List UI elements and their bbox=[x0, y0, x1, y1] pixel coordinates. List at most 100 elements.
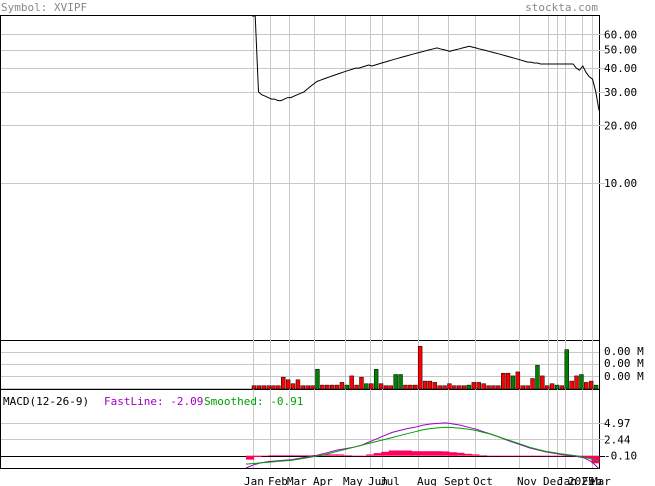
x-axis-label: Mar bbox=[287, 475, 307, 486]
volume-bar bbox=[329, 384, 335, 390]
volume-bar bbox=[281, 376, 286, 390]
macd-histogram-bar bbox=[321, 454, 330, 456]
x-axis-label: Dec bbox=[543, 475, 563, 486]
volume-bar bbox=[417, 346, 423, 390]
volume-bar bbox=[437, 385, 442, 390]
x-axis-label: Feb bbox=[582, 475, 602, 486]
macd-histogram-bar bbox=[291, 455, 300, 456]
macd-histogram-bar bbox=[268, 455, 277, 456]
x-axis-label: May bbox=[343, 475, 363, 486]
x-axis-label: Mar bbox=[591, 475, 611, 486]
volume-bar bbox=[447, 383, 452, 390]
volume-bar bbox=[251, 385, 257, 390]
volume-bar bbox=[383, 385, 389, 390]
price-tick-label: 30.00 bbox=[604, 86, 637, 99]
price-panel-frame bbox=[0, 15, 600, 341]
volume-bar bbox=[559, 385, 565, 390]
macd-histogram-bar bbox=[306, 455, 315, 456]
macd-histogram-bar bbox=[486, 455, 495, 457]
macd-histogram-bar bbox=[328, 454, 337, 456]
month-grid-lines bbox=[253, 16, 593, 468]
volume-bar bbox=[588, 380, 594, 390]
macd-histogram-bar bbox=[283, 455, 292, 456]
site-name: stockta.com bbox=[525, 1, 598, 14]
volume-bar bbox=[266, 385, 271, 390]
macd-histogram-bar bbox=[553, 455, 562, 457]
x-axis-label: Jan bbox=[244, 475, 264, 486]
price-tick-label: 50.00 bbox=[604, 44, 637, 57]
volume-bar bbox=[305, 385, 310, 390]
volume-bar bbox=[535, 365, 540, 390]
volume-bar bbox=[413, 384, 418, 390]
volume-bar bbox=[398, 374, 403, 390]
macd-panel-frame bbox=[0, 389, 600, 469]
volume-bar bbox=[427, 380, 433, 390]
price-series-line bbox=[252, 15, 600, 111]
macd-histogram-bar bbox=[418, 451, 427, 456]
volume-bar bbox=[369, 383, 374, 390]
macd-grid-lines bbox=[1, 423, 605, 457]
x-axis-labels: Jan Feb Mar Apr May Jun Jul Aug Sept Oct… bbox=[244, 475, 611, 486]
macd-histogram-bar bbox=[336, 454, 345, 456]
symbol-label: Symbol: XVIPF bbox=[1, 1, 87, 14]
x-axis-label: Aug bbox=[417, 475, 437, 486]
macd-histogram-bar bbox=[448, 452, 457, 456]
volume-bar bbox=[476, 382, 481, 390]
volume-bar bbox=[378, 383, 384, 390]
volume-bar bbox=[457, 385, 462, 390]
volume-bar bbox=[344, 384, 350, 390]
macd-smoothed-label: Smoothed: -0.91 bbox=[204, 395, 303, 408]
volume-bars bbox=[251, 346, 599, 390]
volume-bar bbox=[432, 382, 437, 390]
macd-histogram-bar bbox=[478, 455, 487, 456]
volume-bar bbox=[579, 374, 584, 390]
macd-histogram-bar bbox=[403, 450, 412, 456]
macd-histogram-bar bbox=[463, 453, 472, 456]
price-tick-labels: 60.00 50.00 40.00 30.00 20.00 10.00 bbox=[604, 28, 637, 189]
volume-bar bbox=[452, 385, 457, 390]
macd-histogram-bar bbox=[501, 455, 510, 457]
volume-bar bbox=[549, 383, 555, 390]
volume-bar bbox=[354, 384, 359, 390]
volume-bar bbox=[334, 384, 340, 390]
macd-tick-label: 2.44 bbox=[604, 433, 631, 446]
macd-histogram-bar bbox=[411, 451, 420, 456]
volume-bar bbox=[593, 384, 599, 390]
macd-histogram-bar bbox=[493, 455, 502, 457]
volume-bar bbox=[339, 382, 345, 390]
volume-bar bbox=[315, 369, 320, 390]
price-tick-label: 60.00 bbox=[604, 28, 637, 41]
macd-histogram-bar bbox=[516, 455, 525, 457]
macd-histogram-bar bbox=[538, 455, 547, 457]
volume-bar bbox=[505, 372, 511, 390]
macd-histogram-bar bbox=[508, 455, 517, 457]
volume-tick-label: 0.00 M bbox=[604, 345, 644, 358]
volume-bar bbox=[530, 378, 535, 390]
macd-histogram-bar bbox=[456, 452, 465, 456]
volume-bar bbox=[466, 384, 472, 390]
volume-tick-label: 0.00 M bbox=[604, 357, 644, 370]
macd-histogram-bar bbox=[523, 455, 532, 457]
macd-histogram-bar bbox=[343, 455, 352, 456]
volume-bar bbox=[510, 375, 516, 390]
macd-histogram-bar bbox=[358, 455, 367, 457]
x-axis-label: Sept bbox=[444, 475, 471, 486]
volume-bar bbox=[261, 385, 266, 390]
macd-tick-labels: 4.97 2.44 -0.10 bbox=[604, 417, 637, 463]
price-tick-label: 40.00 bbox=[604, 62, 637, 75]
volume-bar bbox=[325, 384, 330, 390]
volume-bar bbox=[554, 384, 560, 390]
volume-bar bbox=[442, 385, 447, 390]
price-tick-label: 10.00 bbox=[604, 177, 637, 190]
price-tick-label: 20.00 bbox=[604, 119, 637, 132]
volume-bar bbox=[408, 384, 413, 390]
macd-histogram-bar bbox=[276, 455, 285, 456]
volume-bar bbox=[496, 385, 501, 390]
volume-bar bbox=[471, 382, 477, 390]
volume-bar bbox=[388, 385, 393, 390]
macd-histogram-bar bbox=[561, 455, 570, 457]
volume-bar bbox=[256, 385, 262, 390]
macd-histogram-bar bbox=[433, 451, 442, 456]
macd-histogram-bar bbox=[351, 455, 360, 457]
volume-bar bbox=[461, 385, 467, 390]
